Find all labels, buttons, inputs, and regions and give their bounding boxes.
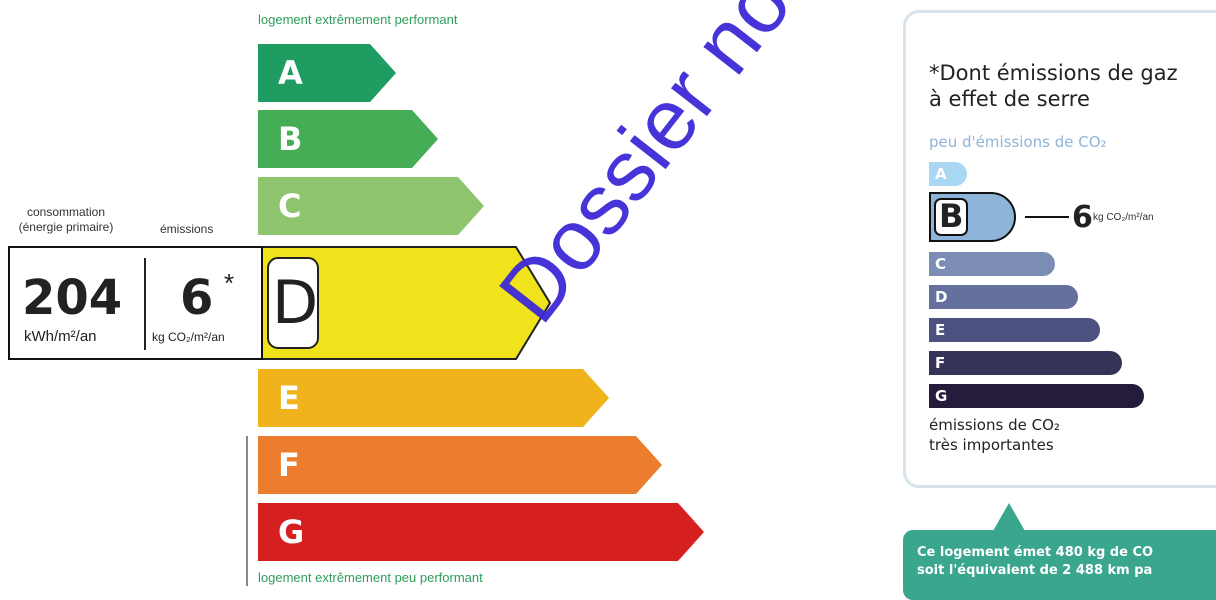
ges-class-letter: F: [935, 354, 946, 372]
ges-top-label: peu d'émissions de CO₂: [929, 133, 1107, 151]
ges-class-e: E: [929, 318, 1100, 342]
consumption-value: 204: [22, 270, 123, 326]
dpe-class-letter: B: [278, 120, 303, 158]
ges-current-value: 6: [1072, 200, 1093, 235]
callout-line: soit l'équivalent de 2 488 km pa: [917, 563, 1153, 578]
consumption-header-line: consommation: [26, 205, 106, 219]
ges-class-f: F: [929, 351, 1122, 375]
ges-bottom-label-line: émissions de CO₂: [929, 416, 1060, 434]
consumption-unit: kWh/m²/an: [24, 328, 97, 345]
ges-class-letter: E: [935, 321, 946, 339]
callout-line: Ce logement émet 480 kg de CO: [917, 545, 1154, 560]
dpe-class-c: C: [258, 177, 488, 235]
dpe-class-a: A: [258, 44, 398, 102]
ges-class-d: D: [929, 285, 1078, 309]
divider: [246, 436, 248, 586]
dpe-class-letter: E: [278, 379, 300, 417]
ges-class-letter: A: [935, 165, 947, 183]
emissions-header: émissions: [160, 222, 214, 236]
ges-current-letter: B: [939, 197, 964, 235]
ges-class-letter: C: [935, 255, 947, 273]
stats-divider: [144, 258, 146, 350]
ges-pointer-line: [1025, 216, 1069, 218]
co2-callout: Ce logement émet 480 kg de CO soit l'équ…: [903, 530, 1216, 600]
dpe-class-letter: A: [278, 54, 303, 92]
consumption-header-line: (énergie primaire): [18, 220, 114, 234]
ges-panel: [903, 10, 1216, 488]
ges-class-g: G: [929, 384, 1144, 408]
dpe-class-d-current: D: [258, 246, 553, 360]
ges-bottom-label: émissions de CO₂ très importantes: [929, 415, 1060, 455]
ges-class-letter: D: [935, 288, 948, 306]
ges-class-letter: G: [935, 387, 948, 405]
stats-box: 204 kWh/m²/an 6 * kg CO₂/m²/an: [8, 246, 263, 360]
consumption-header: consommation (énergie primaire): [10, 205, 122, 235]
callout-arrow: [993, 503, 1025, 531]
emissions-value: 6: [180, 270, 214, 326]
ges-title-line: à effet de serre: [929, 87, 1090, 111]
ges-class-a: A: [929, 162, 967, 186]
ges-title-line: *Dont émissions de gaz: [929, 61, 1178, 85]
dpe-bottom-label: logement extrêmement peu performant: [258, 570, 483, 585]
dpe-class-letter: F: [278, 446, 300, 484]
dpe-top-label: logement extrêmement performant: [258, 12, 458, 27]
emissions-star: *: [224, 268, 235, 298]
emissions-unit: kg CO₂/m²/an: [152, 330, 225, 344]
dpe-class-g: G: [258, 503, 713, 561]
dpe-class-e: E: [258, 369, 613, 427]
dpe-class-b: B: [258, 110, 443, 168]
ges-title: *Dont émissions de gaz à effet de serre: [929, 60, 1178, 112]
ges-bottom-label-line: très importantes: [929, 436, 1054, 454]
dpe-current-letter: D: [272, 268, 319, 338]
ges-class-b-current: B: [929, 192, 1025, 242]
ges-class-c: C: [929, 252, 1055, 276]
watermark: Dossier non payé: [480, 0, 969, 340]
dpe-class-f: F: [258, 436, 668, 494]
ges-current-unit: kg CO₂/m²/an: [1093, 212, 1154, 223]
dpe-class-letter: C: [278, 187, 302, 225]
dpe-class-letter: G: [278, 513, 305, 551]
